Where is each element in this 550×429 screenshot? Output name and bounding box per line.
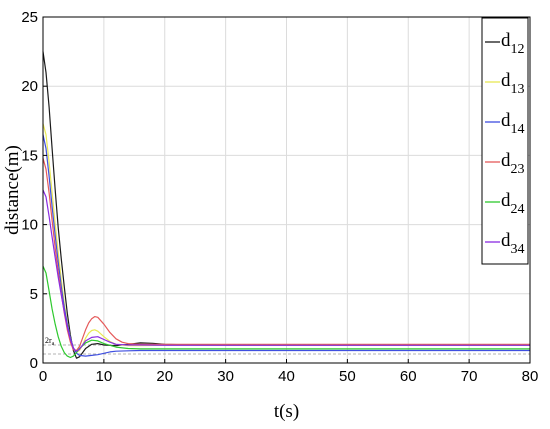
y-axis-ticks: 0 5 10 15 20 25 (21, 9, 47, 372)
series-line-d23 (42, 158, 530, 352)
series-layer (42, 51, 530, 359)
series-line-d34 (42, 189, 530, 352)
x-tick-label: 50 (339, 368, 356, 385)
x-tick-label: 40 (278, 368, 295, 385)
annotation-label: 2ra (45, 336, 55, 347)
x-tick-label: 70 (461, 368, 478, 385)
y-tick-label: 10 (21, 217, 38, 234)
y-tick-label: 20 (21, 78, 38, 95)
x-tick-label: 0 (39, 368, 47, 385)
x-tick-label: 30 (217, 368, 234, 385)
x-tick-label: 20 (156, 368, 173, 385)
series-line-d24 (42, 265, 530, 359)
y-axis-label: distance(m) (2, 145, 23, 235)
x-tick-label: 60 (400, 368, 417, 385)
legend-box (481, 17, 529, 265)
y-tick-label: 0 (30, 355, 38, 372)
y-tick-label: 5 (30, 286, 38, 303)
x-axis-ticks: 0 10 20 30 40 50 60 70 80 (39, 359, 539, 385)
x-tick-label: 80 (522, 368, 539, 385)
grid-lines (42, 16, 531, 364)
x-tick-label: 10 (96, 368, 113, 385)
x-axis-label: t(s) (274, 401, 299, 422)
y-tick-label: 25 (21, 9, 38, 26)
y-tick-label: 15 (21, 147, 38, 164)
annotation: 2ra (45, 336, 55, 347)
series-line-d14 (42, 134, 530, 357)
